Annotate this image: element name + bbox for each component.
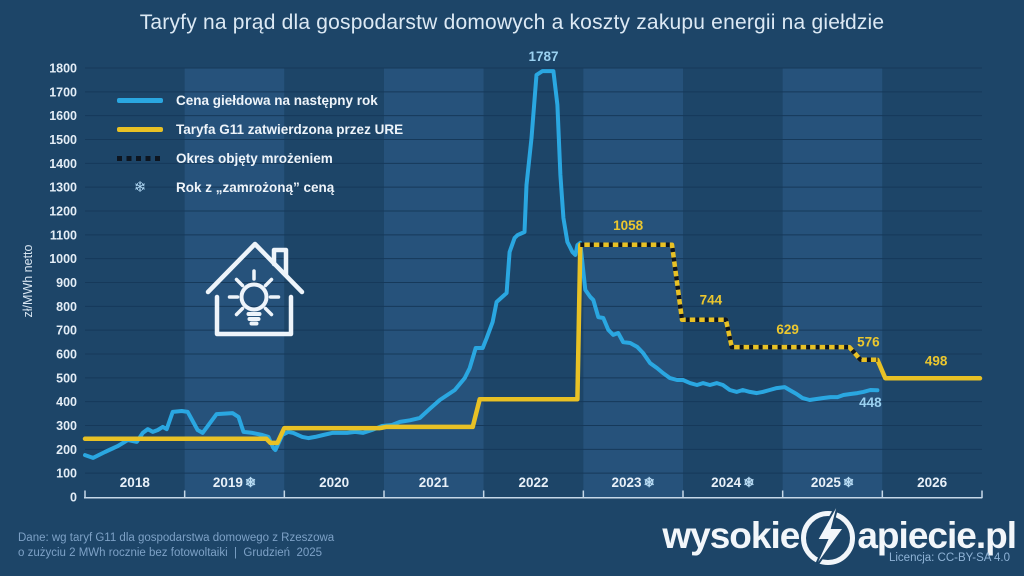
lightning-bolt-icon bbox=[801, 501, 856, 571]
lightbulb-rays bbox=[227, 269, 281, 317]
y-tick-label-1200: 1200 bbox=[49, 205, 77, 219]
y-tick-label-800: 800 bbox=[56, 300, 77, 314]
y-tick-label-200: 200 bbox=[56, 443, 77, 457]
data-label-629: 629 bbox=[776, 322, 799, 337]
x-axis-year-label-2024: 2024 ❄ bbox=[711, 475, 754, 490]
y-tick-label-600: 600 bbox=[56, 348, 77, 362]
legend-item-market-price: Cena giełdowa na następny rok bbox=[117, 86, 403, 115]
house-lightbulb-icon bbox=[205, 241, 305, 337]
data-label-498: 498 bbox=[925, 353, 948, 368]
x-axis-year-label-2020: 2020 bbox=[319, 475, 349, 490]
y-tick-label-700: 700 bbox=[56, 324, 77, 338]
market-price-line-swatch bbox=[117, 98, 163, 103]
x-axis-year-label-2022: 2022 bbox=[518, 475, 548, 490]
data-label-744: 744 bbox=[700, 293, 723, 308]
legend-label: Rok z „zamrożoną” ceną bbox=[176, 180, 335, 195]
x-axis-year-label-2025: 2025 ❄ bbox=[811, 475, 854, 490]
legend-label: Taryfa G11 zatwierdzona przez URE bbox=[176, 122, 404, 137]
y-tick-label-1000: 1000 bbox=[49, 252, 77, 266]
legend-item-tariff-g11: Taryfa G11 zatwierdzona przez URE bbox=[117, 115, 403, 144]
y-tick-label-1500: 1500 bbox=[49, 133, 77, 147]
y-tick-label-1400: 1400 bbox=[49, 157, 77, 171]
lightbulb-icon bbox=[227, 269, 281, 326]
y-tick-label-900: 900 bbox=[56, 276, 77, 290]
frozen-year-snowflake-icon: ❄ bbox=[843, 475, 854, 490]
wysokienapiecie-logo: wysokie apiecie.pl bbox=[662, 501, 1017, 571]
data-label-1787: 1787 bbox=[528, 49, 558, 64]
x-axis-year-label-2019: 2019 ❄ bbox=[213, 475, 256, 490]
x-axis-year-label-2018: 2018 bbox=[120, 475, 151, 490]
series-market-price bbox=[83, 69, 880, 460]
x-axis-year-label-2021: 2021 bbox=[419, 475, 450, 490]
legend-item-frozen-period: Okres objęty mrożeniem bbox=[117, 144, 403, 173]
logo-text-prefix: wysokie bbox=[662, 515, 800, 556]
source-line-1: Dane: wg taryf G11 dla gospodarstwa domo… bbox=[18, 532, 335, 544]
legend-label: Cena giełdowa na następny rok bbox=[176, 93, 378, 108]
data-label-576: 576 bbox=[857, 335, 880, 350]
y-tick-label-1100: 1100 bbox=[50, 228, 77, 242]
y-tick-label-1700: 1700 bbox=[49, 85, 77, 99]
legend-label: Okres objęty mrożeniem bbox=[176, 151, 333, 166]
source-line-2: o zużyciu 2 MWh rocznie bez fotowoltaiki… bbox=[18, 547, 323, 559]
y-tick-label-1300: 1300 bbox=[49, 181, 77, 195]
frozen-period-dotted-swatch bbox=[117, 156, 163, 161]
legend-item-frozen-year: ❄ Rok z „zamrożoną” ceną bbox=[117, 173, 403, 202]
data-source-note: Dane: wg taryf G11 dla gospodarstwa domo… bbox=[18, 531, 334, 561]
house-walls bbox=[214, 294, 294, 337]
y-tick-label-100: 100 bbox=[56, 467, 77, 481]
license-label: Licencja: CC-BY-SA 4.0 bbox=[888, 552, 1010, 564]
data-label-1058: 1058 bbox=[613, 218, 644, 233]
frozen-year-snowflake-icon: ❄ bbox=[743, 475, 754, 490]
snowflake-icon: ❄ bbox=[133, 179, 147, 196]
y-tick-label-1600: 1600 bbox=[49, 109, 77, 123]
chart-legend: Cena giełdowa na następny rok Taryfa G11 … bbox=[117, 86, 403, 202]
frozen-year-snowflake-icon: ❄ bbox=[245, 475, 256, 490]
frozen-year-snowflake-icon: ❄ bbox=[644, 475, 655, 490]
y-tick-label-500: 500 bbox=[56, 371, 77, 385]
x-axis-year-label-2026: 2026 bbox=[917, 475, 948, 490]
house-chimney bbox=[271, 247, 289, 278]
x-axis-year-label-2023: 2023 ❄ bbox=[611, 475, 654, 490]
tariff-g11-line-swatch bbox=[117, 127, 163, 132]
data-label-448: 448 bbox=[859, 395, 882, 410]
y-tick-label-300: 300 bbox=[56, 419, 77, 433]
y-tick-label-1800: 1800 bbox=[49, 62, 77, 76]
logo-text-suffix: apiecie.pl bbox=[857, 515, 1017, 556]
chart-title: Taryfy na prąd dla gospodarstw domowych … bbox=[139, 11, 885, 34]
y-tick-label-0: 0 bbox=[70, 491, 77, 505]
y-tick-label-400: 400 bbox=[56, 395, 77, 409]
series-frozen-period bbox=[580, 242, 878, 362]
y-axis-title: zł/MWh netto bbox=[21, 244, 35, 318]
